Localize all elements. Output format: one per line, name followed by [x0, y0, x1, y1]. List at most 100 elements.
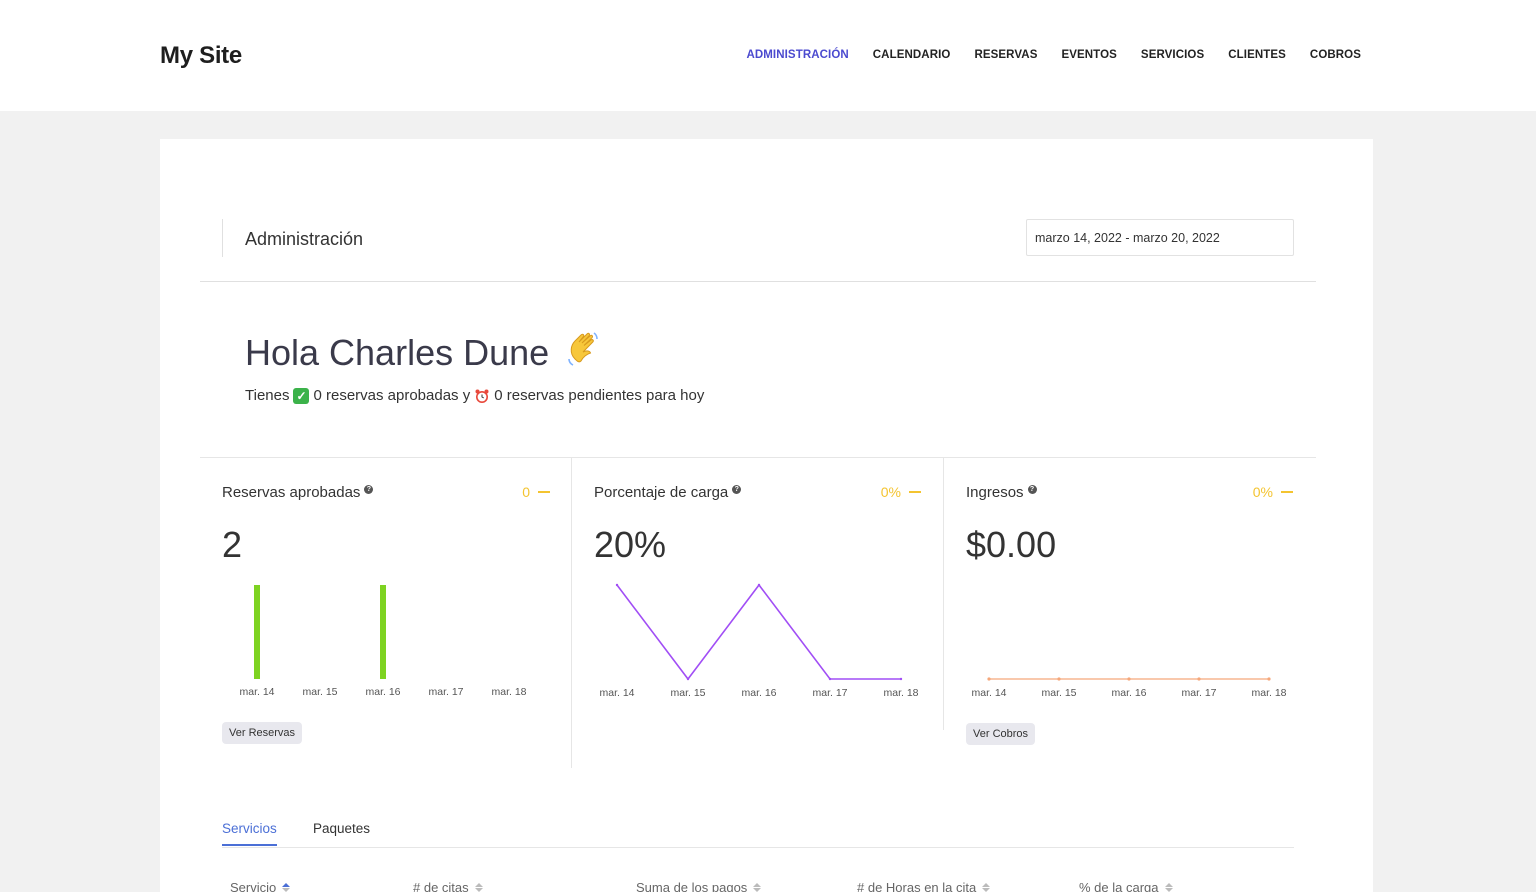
- stat-change: 0%: [881, 484, 921, 500]
- x-tick-label: mar. 14: [239, 686, 274, 698]
- page-title: Administración: [245, 229, 364, 249]
- sort-icon[interactable]: [1164, 883, 1173, 892]
- x-tick-label: mar. 18: [491, 686, 526, 698]
- stat-reservas-aprobadas: Reservas aprobadas ? 0 2 mar. 14 mar. 15 m…: [200, 458, 572, 768]
- bar-chart: mar. 14 mar. 15 mar. 16 mar. 17 mar. 18: [239, 585, 527, 698]
- nav-cobros[interactable]: COBROS: [1309, 49, 1361, 61]
- stat-porcentaje-carga: Porcentaje de carga ? 0% 20% mar. 14 mar.…: [571, 458, 943, 768]
- stat-change-value: 0: [522, 484, 530, 500]
- data-point: [828, 677, 832, 681]
- tabs: Servicios Paquetes: [222, 821, 1294, 848]
- data-point: [1127, 677, 1131, 681]
- approved-count-text: 0 reservas aprobadas y: [313, 387, 471, 404]
- column-header-servicio[interactable]: Servicio: [230, 880, 291, 892]
- site-title[interactable]: My Site: [160, 42, 242, 69]
- dash-icon: [909, 491, 921, 493]
- sub-greeting-prefix: Tienes: [245, 387, 290, 404]
- column-header-label: # de citas: [413, 880, 469, 892]
- x-tick-label: mar. 17: [812, 687, 847, 699]
- stat-title: Ingresos ?: [966, 484, 1037, 501]
- stat-title-text: Porcentaje de carga: [594, 484, 729, 501]
- nav-calendario[interactable]: CALENDARIO: [872, 49, 951, 61]
- x-tick-label: mar. 14: [971, 687, 1006, 699]
- column-header-label: # de Horas en la cita: [857, 880, 977, 892]
- stat-change-value: 0%: [880, 484, 901, 500]
- dash-icon: [538, 491, 550, 493]
- bar: [254, 585, 260, 679]
- sort-icon[interactable]: [474, 883, 483, 892]
- x-tick-label: mar. 16: [741, 687, 776, 699]
- tab-servicios[interactable]: Servicios: [222, 821, 277, 846]
- pending-count-text: 0 reservas pendientes para hoy: [494, 387, 705, 404]
- greeting-text: Hola Charles Dune: [245, 332, 550, 373]
- x-tick-label: mar. 18: [1251, 687, 1286, 699]
- info-icon[interactable]: ?: [732, 485, 742, 494]
- greeting-title: Hola Charles Dune: [245, 329, 603, 374]
- x-tick-label: mar. 14: [599, 687, 634, 699]
- tab-paquetes[interactable]: Paquetes: [313, 821, 371, 836]
- info-icon[interactable]: ?: [1027, 485, 1037, 494]
- x-tick-label: mar. 15: [670, 687, 705, 699]
- stat-value: 20%: [594, 524, 667, 565]
- sort-icon[interactable]: [753, 883, 762, 892]
- date-range-input[interactable]: [1026, 219, 1294, 256]
- bar: [380, 585, 386, 679]
- column-header-carga[interactable]: % de la carga: [1079, 880, 1173, 892]
- stat-title: Porcentaje de carga ?: [594, 484, 742, 501]
- waving-hand-icon: [568, 332, 598, 366]
- ver-reservas-button[interactable]: Ver Reservas: [222, 722, 303, 744]
- data-point: [757, 583, 761, 587]
- stat-title: Reservas aprobadas ?: [222, 484, 374, 501]
- x-tick-label: mar. 16: [365, 686, 400, 698]
- divider: [200, 281, 1316, 282]
- nav-clientes[interactable]: CLIENTES: [1228, 49, 1286, 61]
- data-point: [1057, 677, 1061, 681]
- admin-bar: Administración: [222, 219, 1294, 257]
- series-line: [616, 583, 901, 681]
- info-icon[interactable]: ?: [364, 485, 374, 494]
- column-header-pagos[interactable]: Suma de los pagos: [636, 880, 762, 892]
- nav-reservas[interactable]: RESERVAS: [974, 49, 1038, 61]
- nav-servicios[interactable]: SERVICIOS: [1140, 49, 1205, 61]
- stat-change: 0%: [1253, 484, 1293, 500]
- x-tick-label: mar. 15: [1041, 687, 1076, 699]
- data-point: [686, 677, 690, 681]
- nav-eventos[interactable]: EVENTOS: [1061, 49, 1117, 61]
- dashboard-card: Administración Hola Charles Dune Tienes …: [160, 139, 1373, 892]
- data-point: [1197, 677, 1201, 681]
- dash-icon: [1281, 491, 1293, 493]
- nav-administracion[interactable]: ADMINISTRACIÓN: [746, 49, 849, 61]
- column-header-label: Servicio: [230, 880, 277, 892]
- stat-title-text: Reservas aprobadas: [222, 484, 361, 501]
- stat-value: 2: [222, 524, 243, 565]
- column-header-citas[interactable]: # de citas: [413, 880, 483, 892]
- line-chart: mar. 14 mar. 15 mar. 16 mar. 17 mar. 18: [971, 677, 1287, 699]
- x-tick-label: mar. 18: [883, 687, 918, 699]
- line-chart: mar. 14 mar. 15 mar. 16 mar. 17 mar. 18: [599, 583, 919, 699]
- column-header-label: % de la carga: [1079, 880, 1159, 892]
- x-tick-label: mar. 16: [1111, 687, 1146, 699]
- stat-change-value: 0%: [1252, 484, 1273, 500]
- stat-title-text: Ingresos: [966, 484, 1024, 501]
- data-point: [899, 677, 903, 681]
- x-tick-label: mar. 17: [1181, 687, 1216, 699]
- data-point: [987, 677, 991, 681]
- stat-change: 0: [522, 484, 550, 500]
- x-tick-label: mar. 15: [302, 686, 337, 698]
- data-point: [1267, 677, 1271, 681]
- sub-greeting: Tienes ✓ 0 reservas aprobadas y 0 reserv…: [245, 387, 704, 404]
- sort-icon[interactable]: [982, 883, 991, 892]
- stat-ingresos: Ingresos ? 0% $0.00 mar. 14 mar. 15 mar. 1…: [943, 458, 1315, 745]
- site-header: My Site ADMINISTRACIÓN CALENDARIO RESERV…: [0, 0, 1536, 111]
- alarm-clock-icon: [475, 389, 489, 403]
- main-nav: ADMINISTRACIÓN CALENDARIO RESERVAS EVENT…: [746, 49, 1361, 61]
- x-tick-label: mar. 17: [428, 686, 463, 698]
- ver-cobros-button[interactable]: Ver Cobros: [966, 723, 1036, 745]
- divider: [200, 457, 1316, 458]
- sort-icon[interactable]: [282, 883, 291, 892]
- column-header-label: Suma de los pagos: [636, 880, 748, 892]
- stat-value: $0.00: [966, 524, 1057, 565]
- check-mark-icon: ✓: [293, 387, 310, 404]
- column-header-horas[interactable]: # de Horas en la cita: [857, 880, 991, 892]
- data-point: [615, 583, 619, 587]
